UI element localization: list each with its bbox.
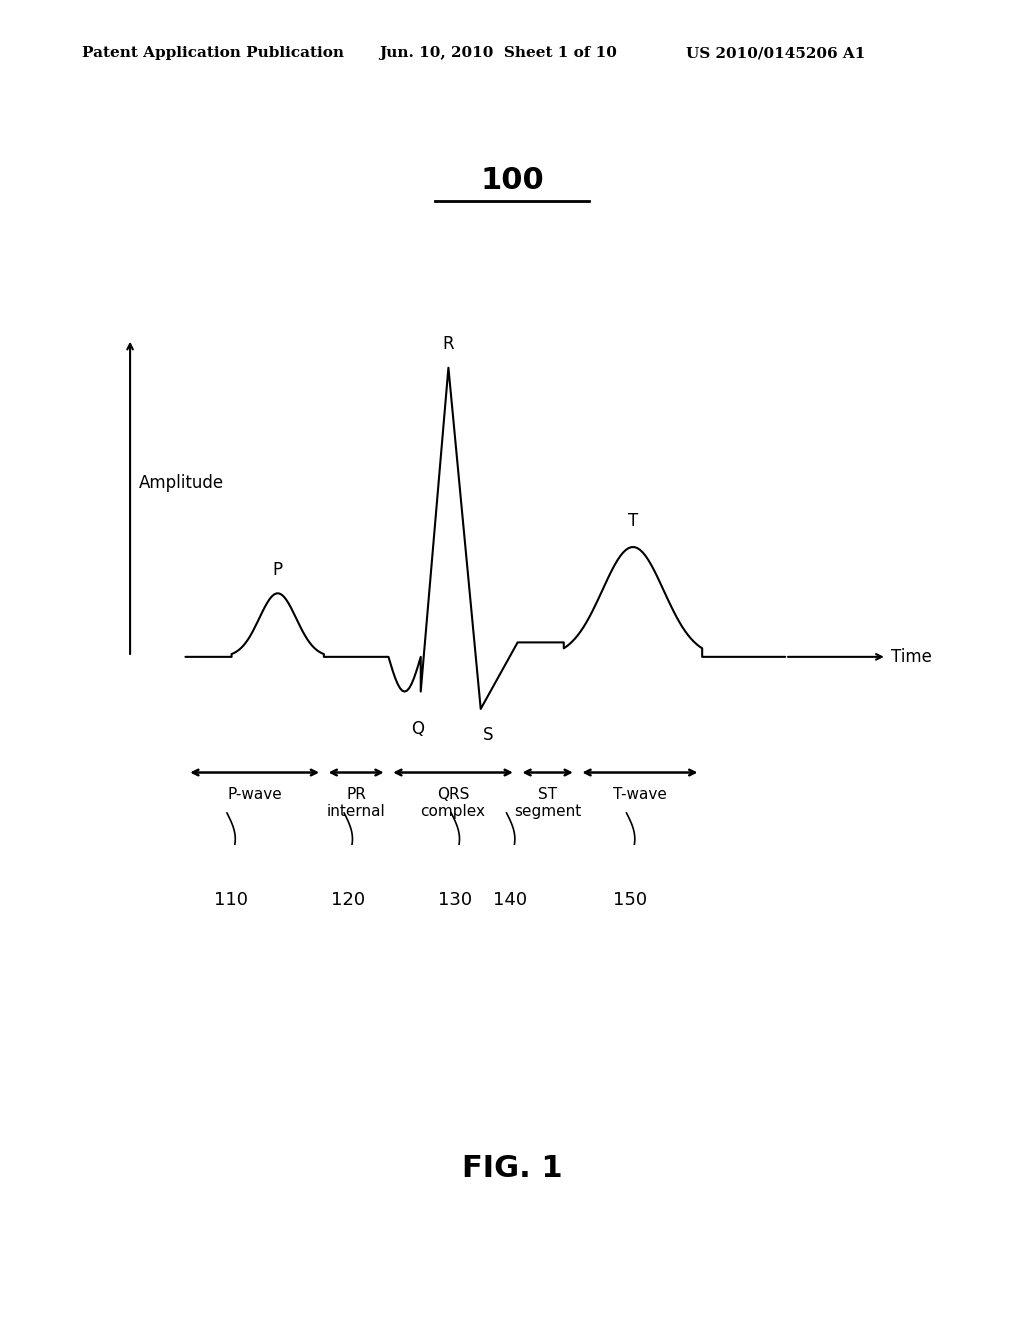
Text: Patent Application Publication: Patent Application Publication	[82, 46, 344, 61]
Text: T-wave: T-wave	[613, 787, 667, 803]
Text: R: R	[442, 335, 455, 354]
Text: QRS
complex: QRS complex	[421, 787, 485, 820]
Text: 140: 140	[494, 891, 527, 909]
Text: 130: 130	[438, 891, 472, 909]
Text: Time: Time	[891, 648, 932, 665]
Text: P: P	[272, 561, 283, 578]
Text: Amplitude: Amplitude	[139, 474, 224, 492]
Text: P-wave: P-wave	[227, 787, 282, 803]
Text: T: T	[628, 512, 638, 529]
Text: 120: 120	[331, 891, 365, 909]
Text: PR
internal: PR internal	[327, 787, 385, 820]
Text: 150: 150	[613, 891, 647, 909]
Text: US 2010/0145206 A1: US 2010/0145206 A1	[686, 46, 865, 61]
Text: S: S	[483, 726, 494, 744]
Text: Jun. 10, 2010  Sheet 1 of 10: Jun. 10, 2010 Sheet 1 of 10	[379, 46, 616, 61]
Text: ST
segment: ST segment	[514, 787, 582, 820]
Text: 110: 110	[214, 891, 248, 909]
Text: FIG. 1: FIG. 1	[462, 1154, 562, 1183]
Text: 100: 100	[480, 166, 544, 195]
Text: Q: Q	[412, 721, 425, 738]
